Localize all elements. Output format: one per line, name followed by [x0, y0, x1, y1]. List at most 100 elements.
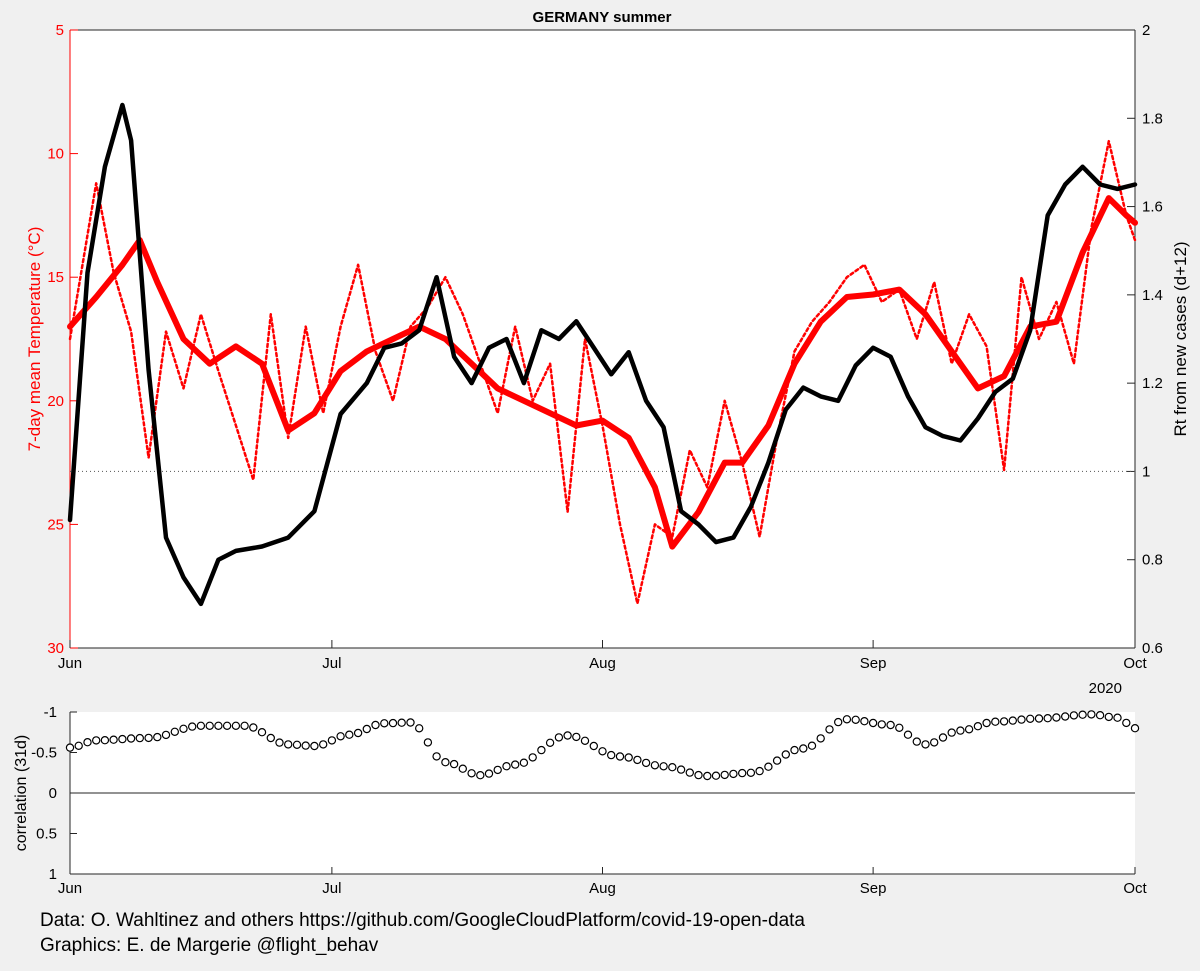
correlation-marker: [65, 743, 75, 752]
correlation-marker: [580, 736, 590, 746]
correlation-marker: [956, 726, 965, 735]
bottom-x-tick-label: Oct: [1123, 880, 1147, 897]
correlation-marker: [764, 762, 773, 771]
correlation-marker: [214, 721, 223, 731]
correlation-marker: [187, 722, 197, 731]
correlation-marker: [903, 730, 913, 739]
correlation-marker: [205, 721, 214, 731]
correlation-marker: [275, 738, 284, 747]
correlation-marker: [467, 769, 476, 778]
bottom-y-tick-label: 0.5: [36, 826, 57, 843]
bottom-x-tick-label: Sep: [860, 880, 887, 897]
chart-title: GERMANY summer: [533, 9, 672, 26]
x-tick-label: Aug: [589, 655, 616, 672]
correlation-marker: [1043, 714, 1052, 723]
correlation-marker: [196, 721, 206, 731]
top-plot-area: [70, 30, 1135, 648]
correlation-marker: [886, 720, 895, 730]
bottom-y-tick-label: -0.5: [31, 745, 57, 762]
correlation-marker: [572, 732, 581, 742]
correlation-marker: [319, 740, 328, 749]
correlation-marker: [1025, 714, 1035, 724]
correlation-marker: [930, 738, 939, 747]
correlation-marker: [545, 738, 555, 748]
correlation-marker: [249, 723, 258, 732]
correlation-marker: [1034, 714, 1044, 723]
correlation-marker: [135, 733, 144, 743]
right-tick-label: 0.6: [1142, 640, 1163, 657]
correlation-marker: [170, 727, 179, 737]
left-tick-label: 15: [47, 269, 64, 286]
correlation-marker: [301, 741, 310, 750]
correlation-marker: [449, 759, 459, 769]
correlation-marker: [999, 717, 1009, 726]
bottom-year-label: 2020: [1089, 904, 1122, 905]
correlation-marker: [100, 736, 110, 745]
correlation-marker: [458, 764, 467, 773]
correlation-marker: [589, 741, 599, 751]
x-tick-label: Jul: [322, 655, 341, 672]
correlation-marker: [537, 745, 546, 755]
correlation-marker: [755, 766, 764, 776]
correlation-marker: [109, 735, 118, 744]
correlation-marker: [685, 768, 695, 777]
correlation-marker: [476, 771, 485, 780]
correlation-marker: [1069, 711, 1079, 720]
correlation-marker: [563, 731, 572, 740]
graphics-credit: Graphics: E. de Margerie @flight_behav: [40, 935, 379, 956]
correlation-marker: [607, 750, 616, 760]
correlation-marker: [371, 720, 380, 730]
correlation-marker: [493, 765, 502, 775]
rt-series-line: [67, 102, 1138, 607]
bottom-y-tick-label: 1: [49, 866, 57, 883]
correlation-marker: [641, 758, 651, 768]
right-tick-label: 1.2: [1142, 375, 1163, 392]
correlation-marker: [921, 740, 930, 749]
correlation-marker: [528, 753, 537, 762]
data-credit: Data: O. Wahltinez and others https://gi…: [40, 910, 805, 931]
correlation-marker: [912, 737, 922, 746]
correlation-marker: [415, 724, 424, 733]
correlation-marker: [327, 736, 337, 745]
correlation-marker: [441, 758, 450, 767]
right-tick-label: 1.4: [1142, 287, 1163, 304]
correlation-marker: [240, 721, 249, 731]
correlation-marker: [1017, 715, 1026, 724]
correlation-marker: [257, 728, 267, 737]
correlation-marker: [144, 733, 153, 743]
correlation-marker: [895, 723, 904, 733]
correlation-marker: [624, 753, 633, 762]
top-year-label: 2020: [1089, 680, 1122, 697]
correlation-marker: [380, 719, 389, 728]
correlation-marker: [860, 717, 869, 726]
correlation-marker: [345, 730, 354, 739]
bottom-y-tick-label: -1: [44, 704, 57, 721]
correlation-marker: [423, 738, 433, 747]
correlation-marker: [842, 715, 852, 724]
correlation-marker: [502, 762, 511, 771]
x-tick-label: Oct: [1123, 655, 1147, 672]
right-tick-label: 1: [1142, 463, 1150, 480]
bottom-series-group: [65, 710, 1140, 794]
bottom-x-tick-label: Aug: [589, 880, 616, 897]
top-axis-ticks: 5 10 15 20 25 30 0.6 0.8 1 1.2 1.4 1.6 1.8 2 Jun Jul Aug…: [47, 22, 1163, 672]
correlation-marker: [1060, 712, 1070, 721]
correlation-marker: [615, 752, 625, 761]
correlation-marker: [83, 738, 92, 747]
correlation-marker: [790, 745, 799, 755]
correlation-marker: [292, 740, 302, 750]
correlation-marker: [964, 725, 974, 734]
correlation-marker: [973, 722, 983, 731]
correlation-marker: [947, 728, 956, 737]
correlation-marker: [1104, 712, 1114, 722]
correlation-marker: [484, 769, 494, 778]
correlation-marker: [598, 747, 607, 756]
correlation-marker: [126, 734, 136, 743]
left-tick-label: 30: [47, 640, 64, 657]
correlation-marker: [1087, 710, 1096, 719]
correlation-marker: [851, 715, 860, 725]
correlation-marker: [554, 733, 564, 742]
right-tick-label: 1.6: [1142, 199, 1163, 216]
bottom-y-axis-label: correlation (31d): [13, 735, 30, 852]
